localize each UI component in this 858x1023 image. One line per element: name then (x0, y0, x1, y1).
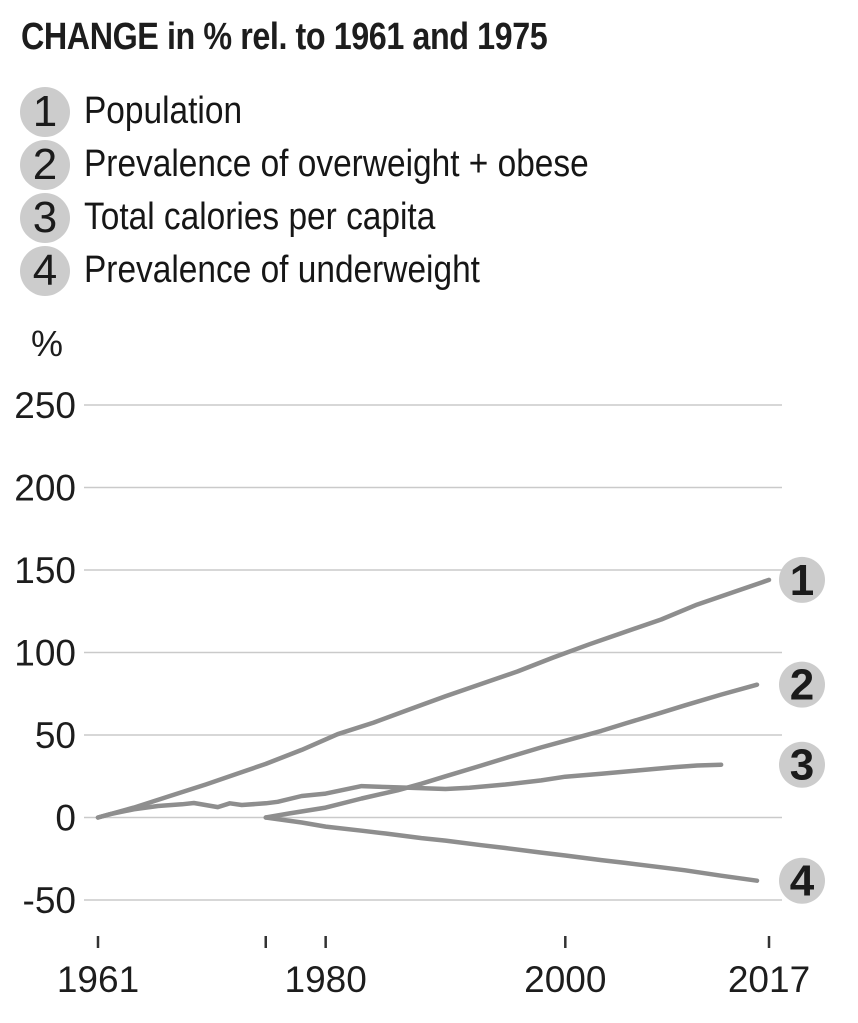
legend-item: 2 Prevalence of overweight + obese (20, 138, 658, 191)
series-badge-number-3: 3 (790, 741, 814, 790)
y-axis-unit-label: % (31, 323, 63, 364)
legend: 1 Population 2 Prevalence of overweight … (20, 85, 658, 297)
legend-badge-number: 2 (32, 139, 58, 189)
series-line-3 (95, 762, 724, 820)
legend-badge-circle: 4 (20, 245, 70, 296)
legend-item: 4 Prevalence of underweight (20, 244, 658, 297)
series-badge-circle-3 (779, 741, 825, 788)
y-tick-label-0: 0 (55, 798, 76, 839)
series-line-4 (263, 815, 760, 883)
x-tick-label-2017: 2017 (728, 959, 810, 1000)
legend-badge-number: 1 (32, 86, 58, 136)
series-badge-circle-2 (779, 661, 825, 708)
series-line-1 (95, 577, 772, 820)
legend-label: Population (84, 90, 243, 132)
legend-label: Prevalence of underweight (84, 249, 480, 291)
legend-label: Prevalence of overweight + obese (84, 143, 589, 185)
series-badge-number-2: 2 (790, 661, 814, 710)
series-badge-circle-1 (779, 556, 825, 603)
y-tick-label-100: 100 (14, 633, 76, 674)
series-badge-circle-4 (779, 857, 825, 904)
legend-badge-number: 4 (32, 245, 58, 295)
legend-item: 1 Population (20, 85, 658, 138)
legend-badge-circle: 1 (20, 86, 70, 137)
legend-item: 3 Total calories per capita (20, 191, 658, 244)
legend-badge-number: 3 (32, 192, 58, 242)
legend-label: Total calories per capita (84, 196, 436, 238)
y-tick-label-50: 50 (35, 715, 76, 756)
x-tick-label-1980: 1980 (285, 959, 367, 1000)
legend-badge-circle: 2 (20, 139, 70, 190)
series-line-2 (263, 682, 760, 820)
series-badge-number-4: 4 (790, 857, 815, 906)
y-tick-label--50: -50 (23, 880, 76, 921)
x-tick-label-2000: 2000 (524, 959, 606, 1000)
legend-badge-circle: 3 (20, 192, 70, 243)
y-tick-label-150: 150 (14, 550, 76, 591)
y-tick-label-250: 250 (14, 385, 76, 426)
chart-title: CHANGE in % rel. to 1961 and 1975 (21, 16, 548, 58)
series-badge-number-1: 1 (790, 556, 814, 605)
y-tick-label-200: 200 (14, 468, 76, 509)
x-tick-label-1961: 1961 (57, 959, 139, 1000)
